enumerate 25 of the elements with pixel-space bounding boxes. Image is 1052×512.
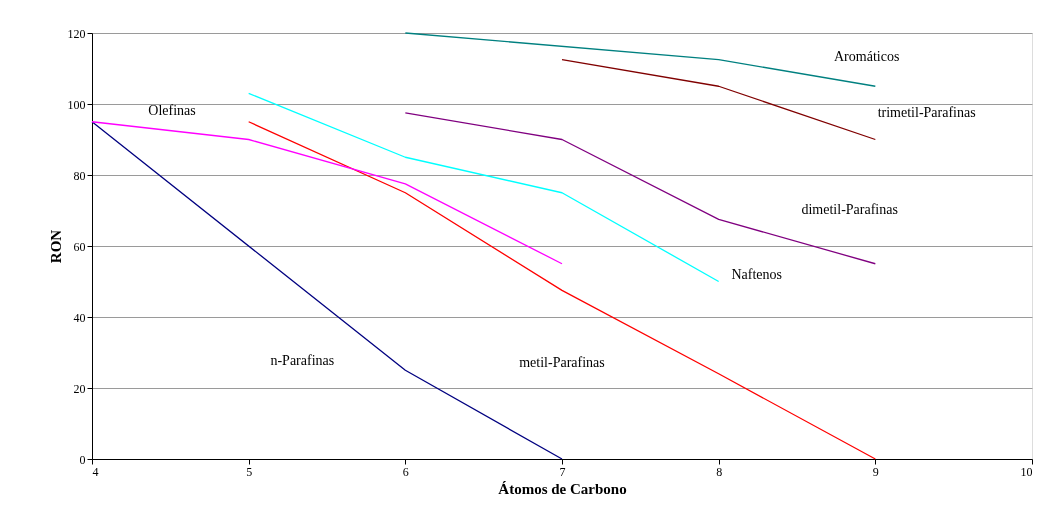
x-tick-label: 5 (246, 464, 253, 479)
x-tick-label: 8 (716, 464, 723, 479)
series-label: dimetil-Parafinas (801, 202, 898, 218)
x-tick-label: 7 (559, 464, 566, 479)
series-label: Naftenos (731, 266, 782, 282)
x-tick-label: 9 (872, 464, 879, 479)
series-label: Aromáticos (834, 48, 900, 64)
series-label: Olefinas (148, 102, 196, 118)
line-series (91, 121, 563, 265)
text: n-Parafinas (270, 353, 335, 369)
y-axis-title: RON (47, 229, 64, 264)
series-label: trimetil-Parafinas (877, 105, 976, 121)
x-tick-label: 4 (92, 464, 99, 479)
text: metil-Parafinas (519, 355, 605, 371)
y-tick-label: 40 (73, 310, 86, 325)
line-series (248, 92, 720, 283)
y-tick-label: 60 (73, 239, 86, 254)
x-tick-label: 6 (402, 464, 409, 479)
x-tick-label: 10 (1020, 464, 1033, 479)
y-tick-label: 120 (67, 26, 86, 41)
x-axis-title: Átomos de Carbono (498, 480, 627, 497)
y-tick-label: 80 (73, 168, 86, 183)
y-tick-label: 0 (79, 452, 86, 467)
y-tick-label: 20 (73, 381, 86, 396)
y-tick-label: 100 (67, 97, 86, 112)
